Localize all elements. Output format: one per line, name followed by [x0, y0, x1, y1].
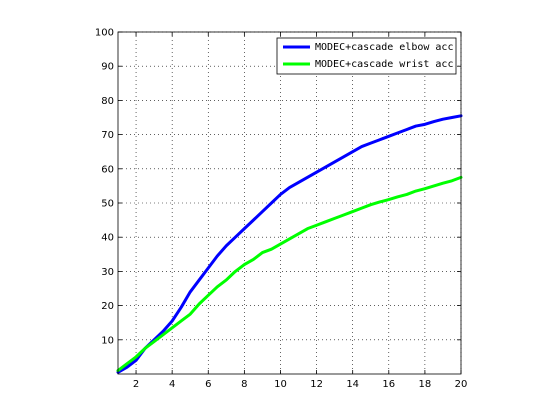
series-line-wrist [116, 175, 463, 373]
x-tick-label: 6 [205, 379, 211, 390]
x-tick-label: 10 [274, 379, 287, 390]
y-tick-label: 80 [101, 96, 114, 107]
y-tick-label: 100 [95, 28, 114, 39]
x-tick-label: 4 [169, 379, 175, 390]
y-tick-label: 10 [101, 335, 114, 346]
legend: MODEC+cascade elbow acc MODEC+cascade wr… [276, 37, 457, 75]
legend-label-elbow: MODEC+cascade elbow acc [315, 42, 453, 53]
x-tick-label: 2 [133, 379, 139, 390]
y-tick-label: 50 [101, 199, 114, 210]
x-tick-label: 18 [419, 379, 432, 390]
y-tick-label: 20 [101, 301, 114, 312]
x-tick-label: 12 [310, 379, 323, 390]
x-tick-label: 14 [346, 379, 359, 390]
y-tick-label: 60 [101, 164, 114, 175]
x-tick-label: 20 [455, 379, 468, 390]
grid-lines [118, 31, 462, 374]
legend-label-wrist: MODEC+cascade wrist acc [315, 59, 453, 70]
legend-box [276, 37, 457, 75]
y-tick-label: 90 [101, 62, 114, 73]
y-tick-label: 70 [101, 130, 114, 141]
series-lines [116, 114, 463, 374]
y-tick-label: 40 [101, 233, 114, 244]
series-line-elbow [116, 114, 463, 374]
axis-ticks: 2 4 6 8 10 12 14 16 18 20 10 20 30 40 50 60 70 80 90 100 [95, 28, 467, 391]
x-tick-label: 8 [241, 379, 247, 390]
x-tick-label: 16 [382, 379, 395, 390]
y-tick-label: 30 [101, 267, 114, 278]
